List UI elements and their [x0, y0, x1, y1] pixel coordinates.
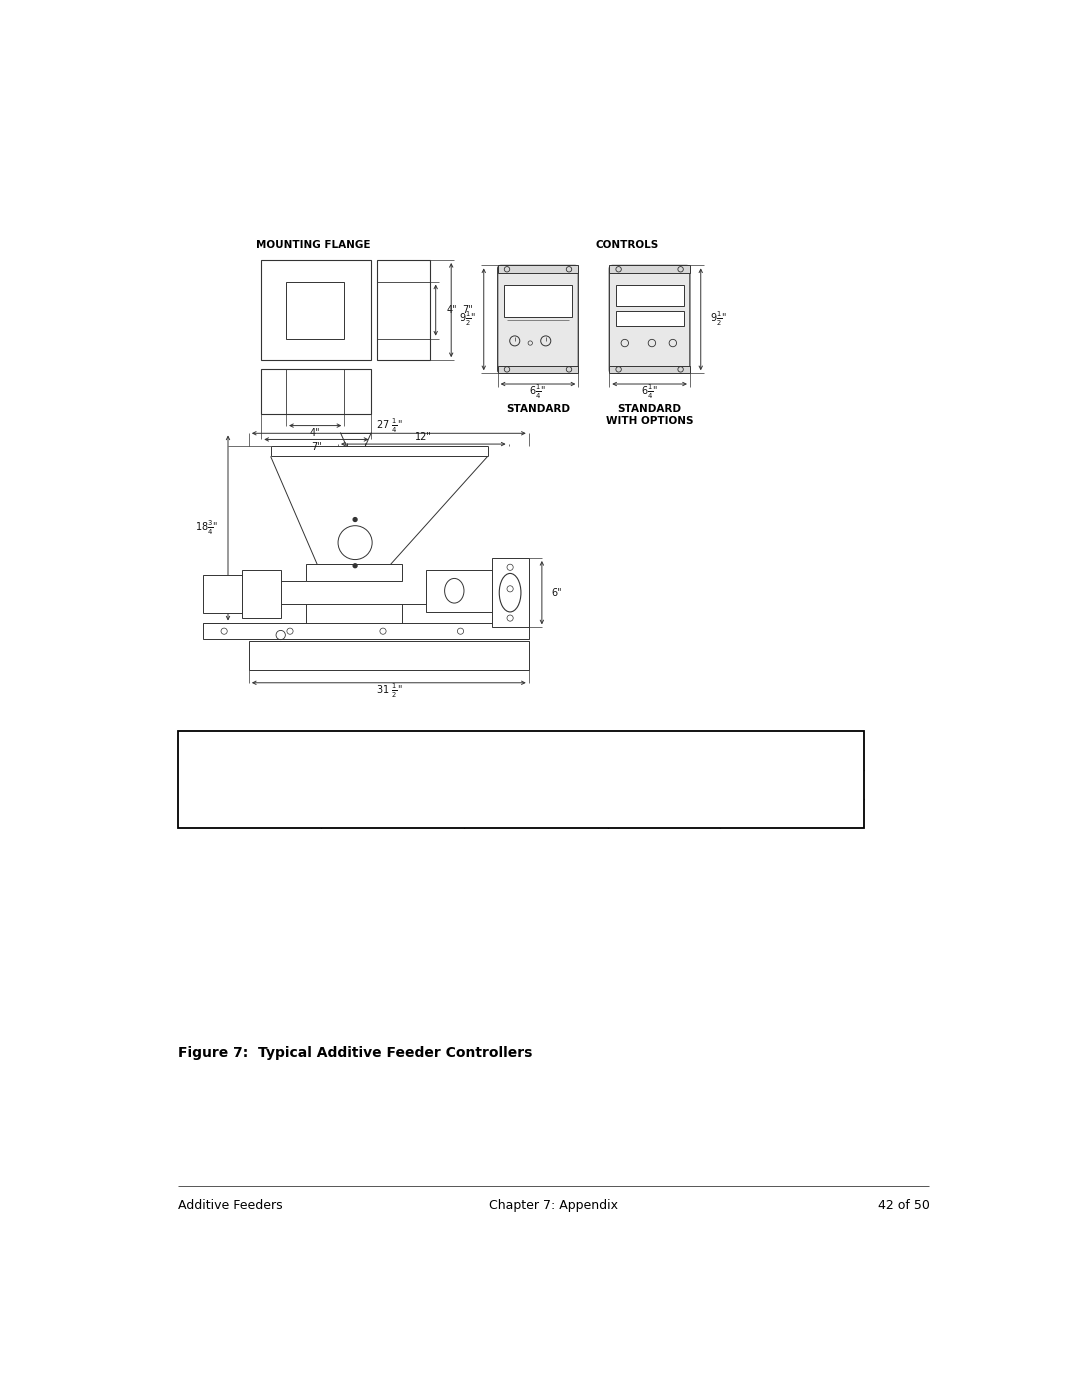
Bar [261, 369, 372, 414]
Circle shape [353, 564, 357, 567]
Bar [306, 564, 403, 581]
Text: 115-1-60: 115-1-60 [510, 807, 563, 820]
Ellipse shape [445, 578, 464, 604]
Text: Shipping weight: Shipping weight [738, 745, 846, 757]
Bar [177, 731, 864, 828]
Text: Electrical supply: Electrical supply [482, 745, 591, 757]
Bar [242, 570, 281, 617]
Bar [609, 265, 690, 274]
Text: 18$\frac{3}{4}$": 18$\frac{3}{4}$" [195, 518, 218, 536]
Text: Additive Feeders: Additive Feeders [177, 1199, 282, 1211]
Text: Additive Feeder
Type: Additive Feeder Type [197, 736, 301, 764]
Text: 4": 4" [310, 429, 321, 439]
Text: 6$\frac{1}{4}$": 6$\frac{1}{4}$" [640, 383, 658, 401]
Text: 4": 4" [446, 305, 457, 316]
Bar [203, 576, 242, 613]
Text: (2) 1.0 Cu. Ft.: (2) 1.0 Cu. Ft. [352, 807, 433, 820]
Text: 1 Component: 1 Component [210, 778, 289, 791]
Circle shape [353, 518, 357, 521]
Bar [609, 366, 690, 373]
Bar [616, 285, 684, 306]
Text: 1.3: 1.3 [654, 778, 673, 791]
Bar [248, 641, 529, 669]
Text: 6": 6" [551, 588, 562, 598]
Bar [498, 366, 578, 373]
Bar [203, 623, 529, 638]
Text: STANDARD: STANDARD [507, 404, 570, 414]
Text: Figure 7:  Typical Additive Feeder Controllers: Figure 7: Typical Additive Feeder Contro… [177, 1046, 532, 1060]
Text: MOUNTING FLANGE: MOUNTING FLANGE [256, 240, 370, 250]
Bar [377, 260, 430, 360]
Bar [504, 285, 572, 317]
Text: 7": 7" [462, 305, 473, 316]
FancyBboxPatch shape [498, 265, 578, 373]
Text: Amp
draw: Amp draw [647, 736, 680, 764]
Bar [426, 570, 491, 612]
Text: STANDARD
WITH OPTIONS: STANDARD WITH OPTIONS [606, 404, 693, 426]
Text: 27 $\frac{1}{4}$": 27 $\frac{1}{4}$" [376, 418, 403, 436]
Text: 1.0 Cu. Ft.: 1.0 Cu. Ft. [362, 778, 423, 791]
Text: 31 $\frac{1}{2}$": 31 $\frac{1}{2}$" [376, 682, 402, 700]
Text: 90 lbs.: 90 lbs. [772, 807, 811, 820]
Text: 7": 7" [311, 441, 322, 453]
Bar [616, 310, 684, 326]
Bar [261, 260, 372, 360]
Text: 6$\frac{1}{4}$": 6$\frac{1}{4}$" [529, 383, 546, 401]
Text: CONTROLS: CONTROLS [595, 240, 659, 250]
Text: 50 lbs.: 50 lbs. [772, 778, 811, 791]
Text: 115-1-60: 115-1-60 [510, 778, 563, 791]
Ellipse shape [499, 573, 521, 612]
Text: Hopper capacity: Hopper capacity [338, 745, 447, 757]
Bar [491, 557, 529, 627]
Text: 2 Component: 2 Component [210, 807, 289, 820]
Bar [498, 265, 578, 274]
Text: 42 of 50: 42 of 50 [877, 1199, 930, 1211]
Text: 2.5: 2.5 [654, 807, 673, 820]
Text: 9$\frac{1}{2}$": 9$\frac{1}{2}$" [710, 310, 727, 328]
Text: 9$\frac{1}{2}$": 9$\frac{1}{2}$" [459, 310, 476, 328]
FancyBboxPatch shape [609, 265, 690, 373]
Text: 12": 12" [415, 432, 432, 441]
Text: Chapter 7: Appendix: Chapter 7: Appendix [489, 1199, 618, 1211]
Bar [286, 282, 345, 338]
